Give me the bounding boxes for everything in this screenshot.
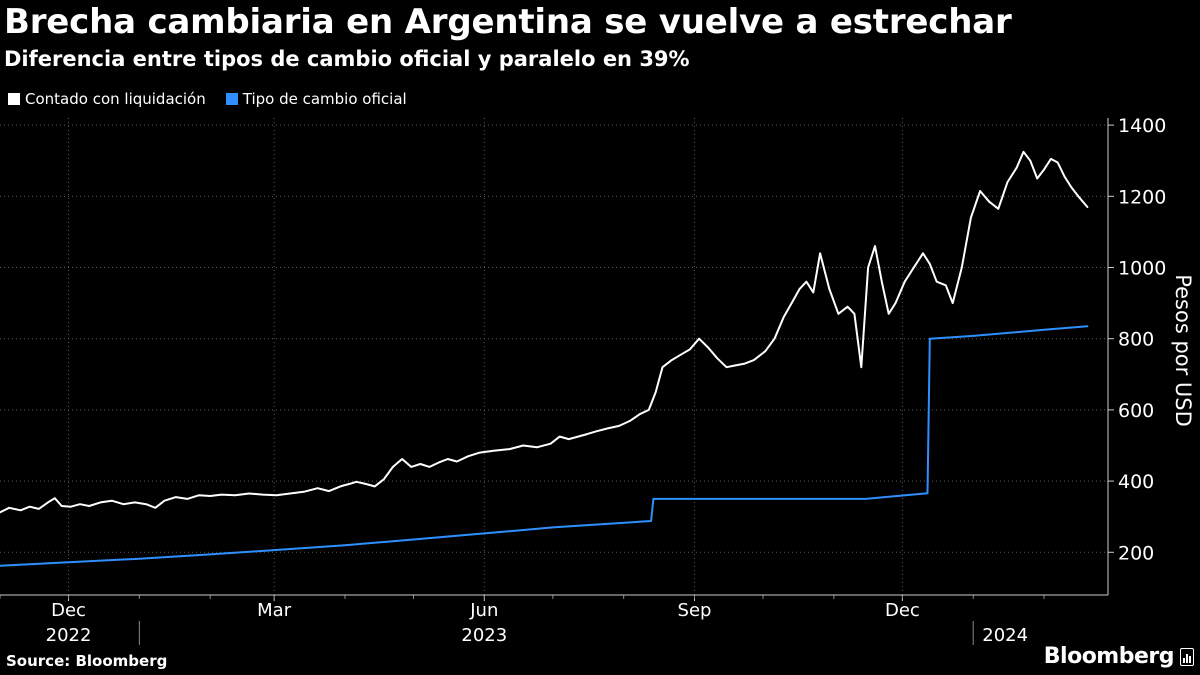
- x-tick-label: Dec: [51, 600, 86, 621]
- legend-label-ccl: Contado con liquidación: [25, 90, 206, 108]
- year-label: 2022: [46, 625, 92, 646]
- y-tick-label: 800: [1118, 329, 1154, 351]
- x-tick-label: Mar: [257, 600, 292, 621]
- year-label: 2024: [982, 625, 1028, 646]
- source-note: Source: Bloomberg: [6, 652, 168, 670]
- x-tick-label: Dec: [885, 600, 920, 621]
- y-tick-label: 1200: [1118, 186, 1166, 208]
- y-axis-label: Pesos por USD: [1171, 274, 1195, 427]
- year-label: 2023: [461, 625, 507, 646]
- y-tick-label: 400: [1118, 471, 1154, 493]
- y-tick-label: 200: [1118, 542, 1154, 564]
- legend-item-ccl: Contado con liquidación: [8, 90, 206, 108]
- chart-subtitle: Diferencia entre tipos de cambio oficial…: [4, 47, 690, 71]
- legend-item-oficial: Tipo de cambio oficial: [225, 90, 407, 108]
- brand: Bloomberg: [1044, 644, 1194, 669]
- y-tick-label: 1000: [1118, 258, 1166, 280]
- x-tick-label: Jun: [469, 600, 498, 621]
- y-tick-label: 1400: [1118, 115, 1166, 137]
- legend-swatch-ccl: [8, 93, 20, 105]
- series-line-contado-con-liquidacion: [0, 150, 1089, 514]
- legend-label-oficial: Tipo de cambio oficial: [242, 90, 407, 108]
- x-tick-label: Sep: [678, 600, 712, 621]
- chart-title: Brecha cambiaria en Argentina se vuelve …: [4, 2, 1012, 42]
- y-tick-label: 600: [1118, 400, 1154, 422]
- series-line-tipo-de-cambio-oficial: [0, 325, 1089, 567]
- legend-swatch-oficial: [225, 93, 238, 105]
- bloomberg-logo-icon: [1180, 647, 1194, 666]
- legend: Contado con liquidación Tipo de cambio o…: [8, 90, 407, 108]
- brand-name: Bloomberg: [1043, 644, 1175, 669]
